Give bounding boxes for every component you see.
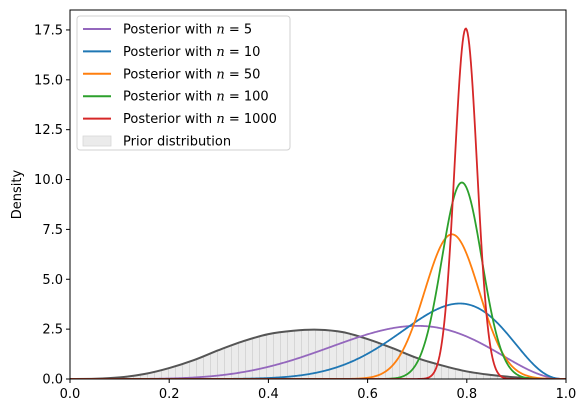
legend-label-n-5: Posterior with n = 5 [123,23,252,38]
y-tick-label: 7.5 [42,223,63,238]
x-axis: 0.0 0.2 0.4 0.6 0.8 1.0 [60,379,577,402]
y-tick-label: 5.0 [42,273,63,288]
posterior-line-n-10 [70,302,566,379]
y-tick-label: 10.0 [34,173,63,188]
y-tick-label: 15.0 [34,73,63,88]
y-tick-label: 17.5 [34,23,63,38]
posterior-line-n-1000 [70,27,566,379]
posterior-line-n-50 [70,233,566,379]
y-axis: 0.0 2.5 5.0 7.5 10.0 12.5 15.0 17.5 [34,23,70,388]
y-tick-label: 0.0 [42,373,63,388]
x-tick-label: 0.0 [60,387,81,402]
x-tick-label: 0.8 [456,387,477,402]
legend-label-n-10: Posterior with n = 10 [123,45,260,60]
legend-swatch-prior [82,135,112,147]
legend-label-n-100: Posterior with n = 100 [123,90,269,105]
prior-hatch [70,329,566,379]
x-tick-label: 0.6 [357,387,378,402]
y-tick-label: 12.5 [34,123,63,138]
x-tick-label: 1.0 [556,387,577,402]
legend-frame [76,15,291,151]
legend-label-n-50: Posterior with n = 50 [123,67,260,82]
legend: Posterior with n = 5 Posterior with n = 1… [76,15,291,151]
prior-line [70,328,566,379]
legend-label-n-1000: Posterior with n = 1000 [123,112,277,127]
x-tick-label: 0.2 [159,387,180,402]
y-axis-label: Density [10,169,25,219]
y-tick-label: 2.5 [42,323,63,338]
x-tick-label: 0.4 [258,387,279,402]
prior-distribution [70,328,566,379]
plot-frame [69,9,567,380]
legend-label-prior: Prior distribution [123,135,231,150]
